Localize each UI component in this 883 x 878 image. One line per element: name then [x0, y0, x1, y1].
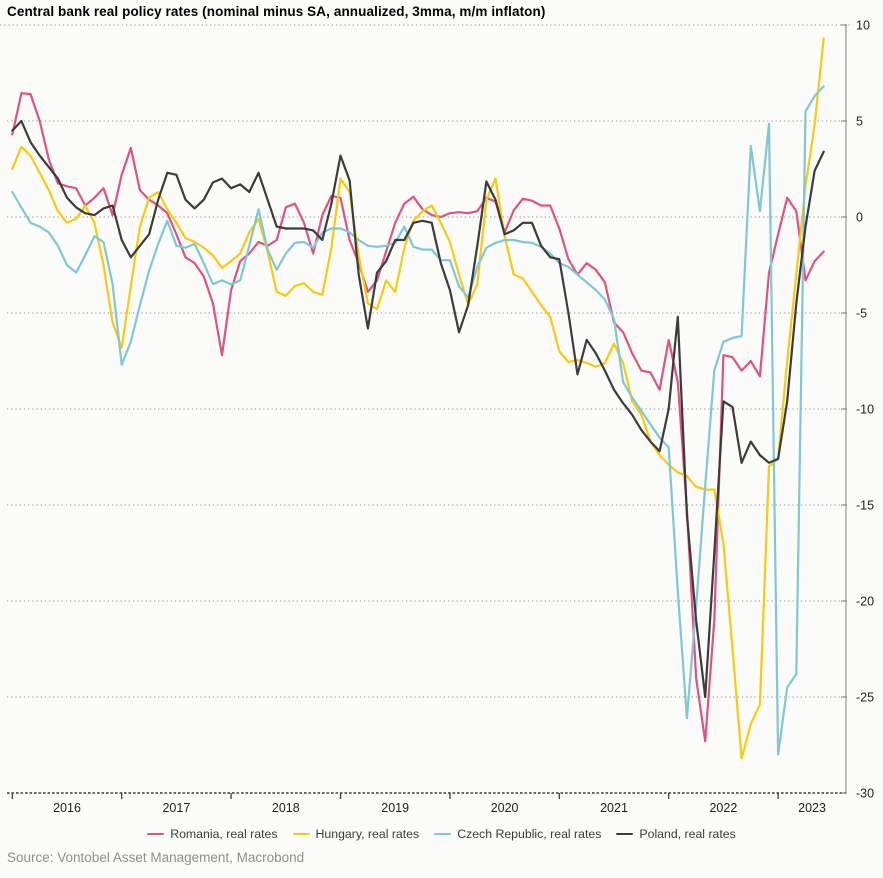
- svg-text:2016: 2016: [53, 801, 81, 815]
- legend-swatch: [616, 832, 634, 836]
- svg-text:2021: 2021: [600, 801, 628, 815]
- series-line-poland: [11, 119, 825, 699]
- svg-text:5: 5: [856, 115, 863, 129]
- svg-text:2020: 2020: [491, 801, 519, 815]
- legend-swatch: [147, 832, 165, 836]
- svg-text:10: 10: [856, 19, 870, 33]
- legend-swatch: [434, 832, 452, 836]
- svg-text:-15: -15: [856, 499, 874, 513]
- svg-text:2018: 2018: [272, 801, 300, 815]
- legend-label: Poland, real rates: [639, 827, 736, 841]
- svg-text:-10: -10: [856, 403, 874, 417]
- svg-text:-30: -30: [856, 787, 874, 801]
- series-line-czech-republic: [11, 85, 825, 756]
- series-line-romania: [11, 92, 825, 743]
- legend-swatch: [292, 832, 310, 836]
- svg-text:0: 0: [856, 211, 863, 225]
- series-line-hungary: [11, 37, 825, 760]
- source-note: Source: Vontobel Asset Management, Macro…: [7, 850, 305, 865]
- legend-item-poland: Poland, real rates: [616, 827, 736, 841]
- chart-legend: Romania, real rates Hungary, real rates Cz…: [0, 827, 883, 841]
- svg-text:2019: 2019: [381, 801, 409, 815]
- svg-text:2017: 2017: [162, 801, 190, 815]
- svg-text:-5: -5: [856, 307, 867, 321]
- legend-label: Romania, real rates: [170, 827, 278, 841]
- svg-text:2023: 2023: [798, 801, 826, 815]
- chart-title: Central bank real policy rates (nominal …: [7, 4, 546, 19]
- legend-item-czech-republic: Czech Republic, real rates: [434, 827, 601, 841]
- legend-label: Hungary, real rates: [315, 827, 420, 841]
- legend-item-hungary: Hungary, real rates: [292, 827, 420, 841]
- legend-item-romania: Romania, real rates: [147, 827, 278, 841]
- legend-label: Czech Republic, real rates: [457, 827, 602, 841]
- svg-text:-25: -25: [856, 691, 874, 705]
- svg-text:2022: 2022: [709, 801, 737, 815]
- svg-text:-20: -20: [856, 595, 874, 609]
